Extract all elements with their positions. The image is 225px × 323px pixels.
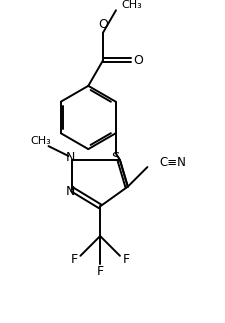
Text: F: F <box>122 253 129 266</box>
Text: O: O <box>98 18 108 31</box>
Text: C≡N: C≡N <box>159 156 186 169</box>
Text: CH₃: CH₃ <box>30 136 51 146</box>
Text: S: S <box>111 151 120 164</box>
Text: O: O <box>134 54 144 67</box>
Text: F: F <box>71 253 78 266</box>
Text: CH₃: CH₃ <box>121 0 142 10</box>
Text: N: N <box>66 151 75 164</box>
Text: N: N <box>66 185 75 198</box>
Text: F: F <box>97 265 104 278</box>
